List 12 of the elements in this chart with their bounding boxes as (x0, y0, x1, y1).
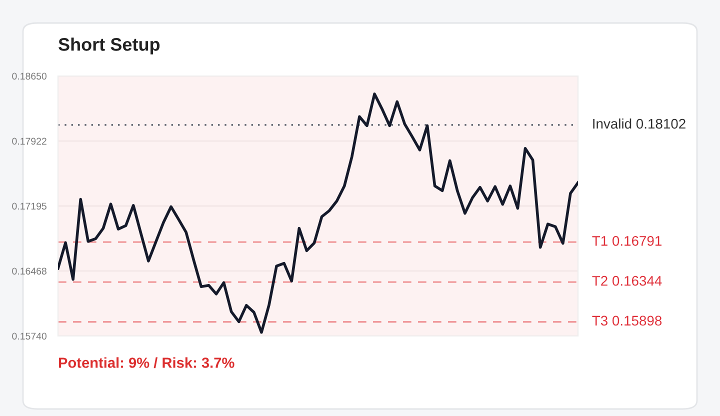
y-tick-label: 0.18650 (12, 72, 47, 80)
chart-title: Short Setup (58, 38, 160, 54)
ref-line-label: T3 0.15898 (592, 316, 662, 326)
line-series (58, 92, 578, 334)
y-tick-label: 0.17922 (12, 138, 46, 145)
y-tick-label: 0.16468 (12, 268, 46, 275)
ref-line-label: Invalid 0.18102 (593, 118, 686, 129)
y-tick-label: 0.15740 (12, 332, 47, 340)
y-tick-label: 0.17195 (12, 202, 46, 210)
ref-line-label: T2 0.16344 (592, 276, 662, 286)
ref-line-label: T1 0.16791 (592, 236, 662, 246)
text: Potential: 9% / Risk: 3.7% (58, 357, 234, 368)
